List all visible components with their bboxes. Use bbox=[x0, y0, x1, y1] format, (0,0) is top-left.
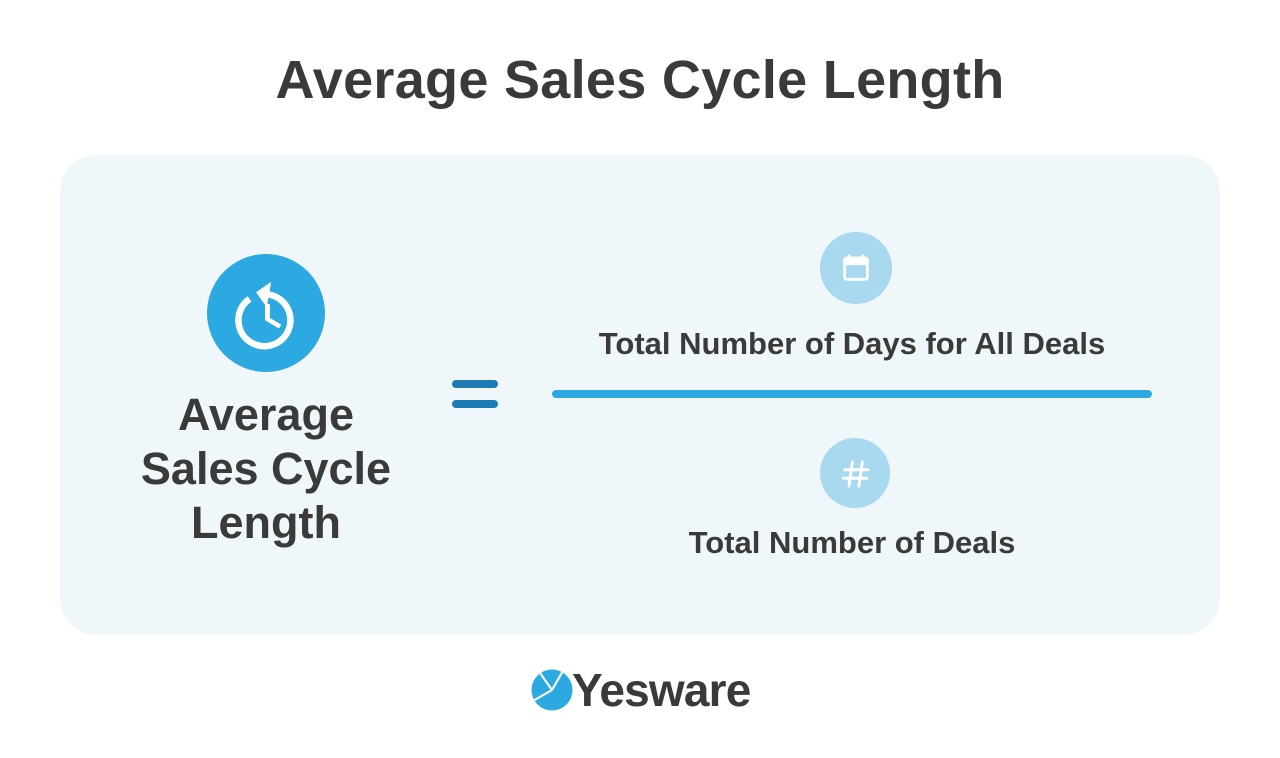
svg-text:Yesware: Yesware bbox=[572, 665, 751, 715]
